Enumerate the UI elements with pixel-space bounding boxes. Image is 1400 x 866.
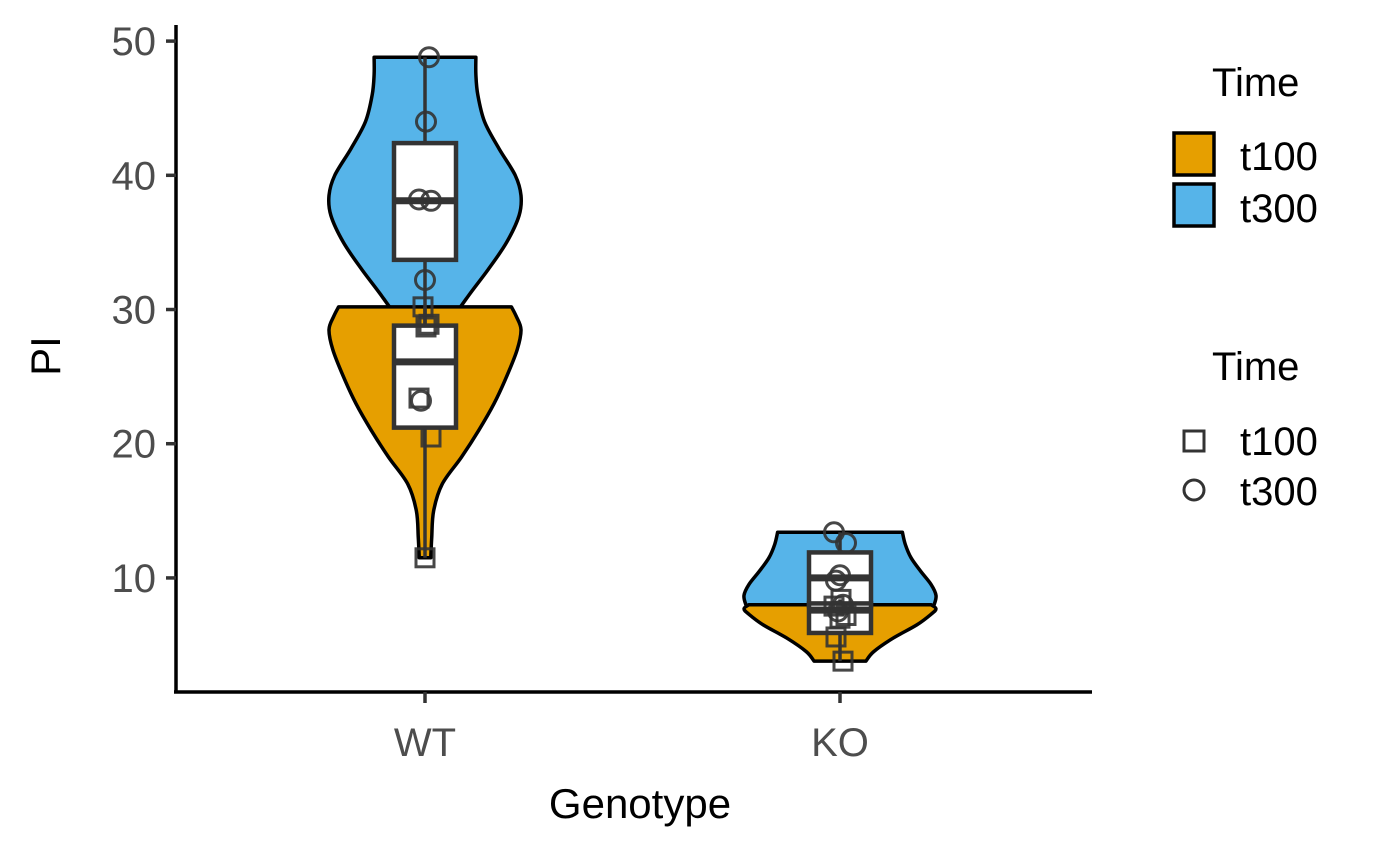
point-KO-t300	[825, 569, 847, 592]
x-axis-title: Genotype	[549, 780, 731, 827]
y-tick-label: 20	[112, 423, 157, 467]
point-WT-t300	[410, 389, 432, 412]
point-WT-t100	[415, 316, 437, 338]
point-KO-t300	[827, 600, 849, 623]
legend-shape-square-icon	[1182, 429, 1206, 453]
legend-fill-label-t100: t100	[1240, 135, 1318, 179]
y-axis-title: PI	[22, 336, 69, 376]
y-tick-label: 50	[112, 20, 157, 64]
y-tick-label: 30	[112, 289, 157, 333]
point-WT-t300	[415, 110, 437, 133]
axes: 10 20 30 40 50 WT KO Genotype PI	[22, 20, 1092, 827]
point-WT-t300	[418, 46, 440, 69]
y-tick-label: 40	[112, 154, 157, 198]
legend-shape-circle-icon	[1182, 478, 1206, 502]
point-WT-t300	[414, 268, 436, 291]
legend-shape-label-t100: t100	[1240, 420, 1318, 464]
point-WT-t100	[418, 313, 440, 335]
point-WT-t100	[408, 387, 430, 409]
point-WT-t300	[420, 189, 442, 212]
point-KO-t100	[832, 650, 854, 672]
x-tick-label: KO	[811, 721, 869, 765]
y-ticks: 10 20 30 40 50	[112, 20, 176, 601]
legend-fill-swatch-t300	[1172, 182, 1216, 228]
point-WT-t100	[420, 426, 442, 448]
x-ticks: WT KO	[394, 692, 869, 765]
legend-fill-swatch-t100	[1172, 131, 1216, 177]
point-WT-t300	[408, 188, 430, 211]
legend-shape-title: Time	[1212, 345, 1299, 389]
y-tick-label: 10	[112, 557, 157, 601]
legend-shape: Time t100 t300	[1182, 345, 1318, 514]
point-KO-t300	[823, 521, 845, 544]
point-WT-t100	[414, 547, 436, 569]
point-KO-t300	[829, 564, 851, 587]
legend-fill-label-t300: t300	[1240, 187, 1318, 231]
point-KO-t300	[835, 532, 857, 555]
legend-fill-title: Time	[1212, 61, 1299, 105]
legend-shape-label-t300: t300	[1240, 470, 1318, 514]
point-KO-t100	[825, 626, 847, 648]
plot-area	[326, 46, 938, 672]
box-WT-t100	[391, 323, 459, 430]
x-tick-label: WT	[394, 721, 456, 765]
legend-fill: Time t100 t300	[1172, 61, 1318, 231]
